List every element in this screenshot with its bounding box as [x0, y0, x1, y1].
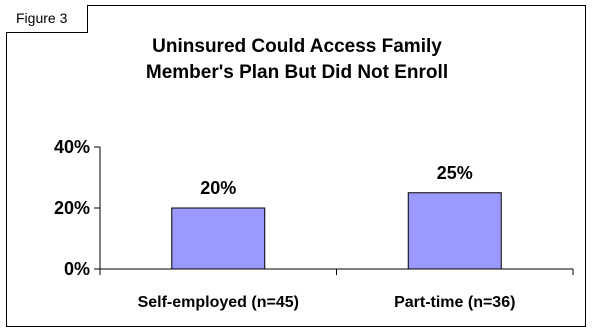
- chart-title-line-1: Uninsured Could Access Family: [152, 36, 442, 57]
- y-tick-label: 20%: [54, 198, 90, 218]
- bar: [407, 192, 502, 270]
- y-tick-label: 40%: [54, 137, 90, 157]
- data-label: 25%: [437, 163, 473, 183]
- chart-title: Uninsured Could Access Family Member's P…: [0, 34, 594, 86]
- figure-label: Figure 3: [6, 5, 88, 33]
- x-category-label: Part-time (n=36): [394, 294, 515, 311]
- x-category-label: Self-employed (n=45): [138, 294, 299, 311]
- y-tick-label: 0%: [64, 259, 90, 279]
- chart-frame: [6, 5, 586, 327]
- chart-title-line-2: Member's Plan But Did Not Enroll: [145, 62, 449, 83]
- data-label: 20%: [200, 178, 236, 198]
- bar: [171, 207, 266, 270]
